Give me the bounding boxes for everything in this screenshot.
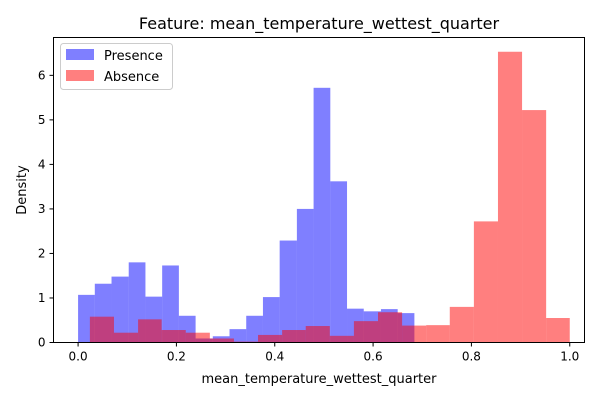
bar-absence-1: [113, 332, 139, 343]
bar-absence-12: [378, 312, 403, 343]
legend-swatch-absence: [66, 70, 94, 81]
y-tick-label-2: 2: [38, 246, 46, 260]
x-tick-label-2: 0.4: [265, 350, 284, 364]
bar-absence-4: [185, 332, 210, 343]
bar-absence-5: [209, 338, 234, 343]
bar-presence-15: [330, 181, 348, 343]
bar-absence-8: [282, 330, 306, 343]
bar-absence-19: [546, 318, 570, 343]
y-tick-label-1: 1: [38, 291, 46, 305]
y-axis-ticks: 0 1 2 3 4 5 6: [38, 68, 54, 350]
bar-absence-3: [161, 330, 186, 343]
bar-absence-10: [329, 335, 354, 343]
bar-absence-2: [138, 319, 162, 343]
bar-absence-14: [426, 325, 450, 343]
bars-layer: [78, 51, 570, 343]
bar-absence-15: [449, 306, 474, 343]
bar-presence-5: [162, 265, 179, 343]
x-axis-label: mean_temperature_wettest_quarter: [201, 372, 437, 387]
bar-presence-11: [262, 297, 280, 343]
bar-absence-13: [402, 325, 427, 343]
x-axis-ticks: 0.0 0.2 0.4 0.6 0.8 1.0: [69, 342, 579, 364]
bar-presence-12: [279, 240, 297, 343]
bar-presence-2: [111, 276, 129, 343]
legend-label-presence: Presence: [104, 49, 163, 64]
x-tick-label-5: 1.0: [560, 350, 579, 364]
bar-presence-14: [313, 87, 331, 343]
bar-absence-11: [353, 321, 378, 343]
x-tick-label-1: 0.2: [167, 350, 186, 364]
bar-absence-18: [522, 110, 547, 343]
bar-absence-7: [258, 334, 283, 343]
y-tick-label-0: 0: [38, 336, 46, 350]
bar-absence-0: [89, 316, 114, 343]
legend-swatch-presence: [66, 49, 94, 60]
y-tick-label-6: 6: [38, 68, 46, 82]
bar-absence-17: [497, 51, 523, 343]
y-axis-label: Density: [15, 165, 30, 215]
x-tick-label-0: 0.0: [69, 350, 88, 364]
bar-absence-9: [305, 326, 330, 343]
chart-title: Feature: mean_temperature_wettest_quarte…: [139, 14, 500, 34]
plot-frame: [53, 37, 585, 343]
bar-presence-13: [296, 208, 314, 343]
legend-label-absence: Absence: [104, 70, 159, 85]
bar-absence-16: [473, 221, 498, 343]
y-tick-label-4: 4: [38, 157, 46, 171]
x-tick-label-4: 0.8: [462, 350, 481, 364]
legend: Presence Absence: [60, 43, 173, 90]
y-tick-label-3: 3: [38, 202, 46, 216]
y-tick-label-5: 5: [38, 113, 46, 127]
x-tick-label-3: 0.6: [364, 350, 383, 364]
